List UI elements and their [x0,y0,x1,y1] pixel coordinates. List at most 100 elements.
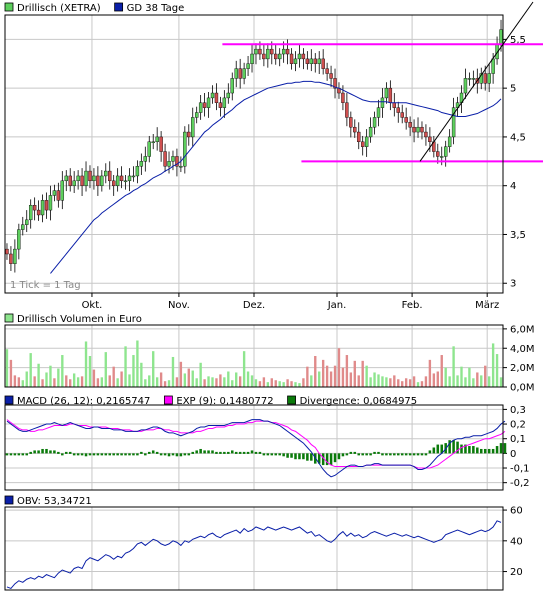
macd-divergence-bar-30 [124,453,127,456]
volume-legend-label-0: Drillisch Volumen in Euro [17,314,142,325]
volume-bar-44 [179,361,183,387]
price-candle-body-101 [404,117,408,123]
macd-divergence-bar-106 [424,453,428,456]
price-candle-body-26 [108,170,112,182]
price-candle-body-22 [92,175,96,182]
price-candle-body-71 [285,48,290,55]
volume-bar-73 [294,382,297,387]
macd-divergence-bar-66 [266,453,270,456]
volume-bar-82 [329,371,333,387]
obv-line [6,520,502,590]
price-candle-body-61 [246,63,250,69]
price-candle-body-70 [281,48,286,55]
volume-bar-60 [242,351,246,387]
volume-ytick-label-0: 0,0M [510,383,535,394]
price-candle-body-64 [258,48,262,55]
macd-divergence-bar-41 [167,453,171,457]
macd-divergence-bar-76 [306,453,309,461]
price-candle-body-73 [293,58,298,64]
macd-divergence-bar-48 [195,450,198,454]
price-candle-body-82 [329,73,333,79]
volume-bar-13 [57,368,60,387]
price-candle-body-43 [175,156,179,167]
volume-bar-96 [385,377,388,387]
price-candle-body-59 [238,68,242,79]
macd-divergence-bar-125 [499,443,503,454]
macd-divergence-bar-60 [242,451,246,454]
price-candle-body-8 [36,209,41,216]
volume-bar-8 [37,363,40,387]
macd-divergence-bar-45 [183,453,187,456]
volume-bar-38 [155,377,159,387]
macd-divergence-bar-84 [337,453,341,460]
volume-bar-52 [211,377,214,387]
price-candle-body-110 [440,156,444,158]
macd-divergence-bar-77 [310,453,313,461]
price-candle-body-89 [357,131,361,143]
macd-divergence-bar-109 [436,444,440,454]
date-tick-label-2: Dez. [243,300,265,311]
macd-divergence-bar-74 [298,453,301,460]
volume-bar-76 [306,366,309,387]
volume-bar-9 [41,379,44,387]
macd-divergence-bar-119 [476,447,479,454]
macd-divergence-bar-72 [290,453,293,458]
macd-ytick-label-1: -0,1 [510,464,530,475]
price-candle-body-81 [325,68,329,74]
price-candle-body-16 [68,175,72,186]
volume-bar-48 [195,378,198,387]
price-candle-body-44 [179,165,183,168]
price-candle-body-66 [266,48,270,60]
volume-bar-69 [278,381,281,387]
macd-divergence-bar-16 [68,451,72,454]
price-candle-body-74 [297,53,302,60]
volume-bar-104 [416,382,420,387]
volume-bar-115 [460,366,463,387]
price-candle-body-32 [131,175,136,178]
macd-divergence-bar-31 [128,453,131,456]
macd-ytick-label-2: 0 [510,449,516,460]
macd-divergence-bar-47 [191,451,195,454]
volume-bar-120 [480,375,483,387]
macd-divergence-bar-56 [227,451,230,454]
macd-divergence-bar-5 [25,453,29,456]
volume-bar-74 [298,383,301,387]
volume-bar-14 [61,355,64,387]
macd-divergence-bar-85 [341,453,345,457]
volume-bar-36 [148,375,151,387]
macd-divergence-bar-27 [112,453,115,456]
volume-bar-40 [163,381,167,387]
volume-bar-95 [381,376,384,387]
macd-divergence-bar-118 [472,446,475,454]
date-tick-label-1: Nov. [168,300,190,311]
price-candle-body-107 [428,136,432,143]
price-candle-body-14 [60,180,65,201]
volume-bar-61 [246,371,250,387]
price-candle-body-18 [76,175,80,182]
price-candle-body-65 [262,53,266,60]
macd-divergence-bar-99 [396,453,400,456]
macd-divergence-bar-43 [175,453,179,457]
price-candle-body-6 [28,205,33,221]
macd-divergence-bar-62 [250,450,254,454]
macd-divergence-bar-58 [234,451,238,454]
macd-divergence-bar-6 [29,451,32,454]
macd-divergence-bar-15 [64,451,68,454]
price-candle-body-17 [72,180,76,186]
volume-ytick-label-3: 6,0M [510,324,535,335]
date-tick-label-5: März [475,300,499,311]
price-candle-body-38 [155,136,159,143]
macd-divergence-bar-52 [211,450,214,454]
macd-ytick-label-5: 0,3 [510,405,526,416]
macd-divergence-bar-121 [483,448,487,454]
price-candle-body-105 [420,126,424,133]
volume-bar-57 [231,380,234,387]
price-candle-body-24 [100,175,104,186]
obv-legend-swatch-0 [4,495,14,505]
macd-divergence-bar-87 [349,451,353,454]
macd-divergence-bar-107 [428,450,432,454]
macd-divergence-bar-46 [187,453,191,456]
volume-bar-65 [262,377,266,387]
price-candle-body-111 [443,146,448,157]
volume-bar-71 [286,379,289,387]
